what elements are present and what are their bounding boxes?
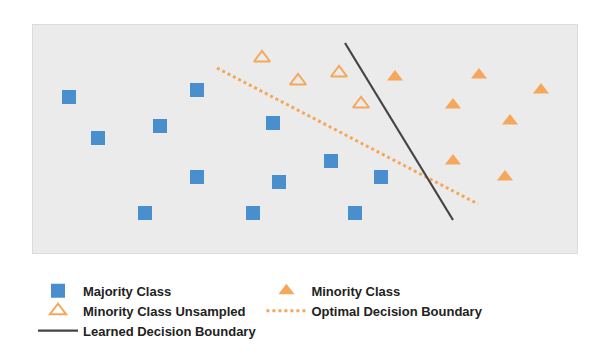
svg-text:Majority Class: Majority Class [83, 284, 171, 299]
svg-text:Optimal Decision Boundary: Optimal Decision Boundary [311, 304, 482, 319]
svg-text:Minority Class Unsampled: Minority Class Unsampled [83, 304, 246, 319]
svg-text:Learned Decision Boundary: Learned Decision Boundary [83, 324, 256, 339]
svg-text:Minority Class: Minority Class [311, 284, 400, 299]
